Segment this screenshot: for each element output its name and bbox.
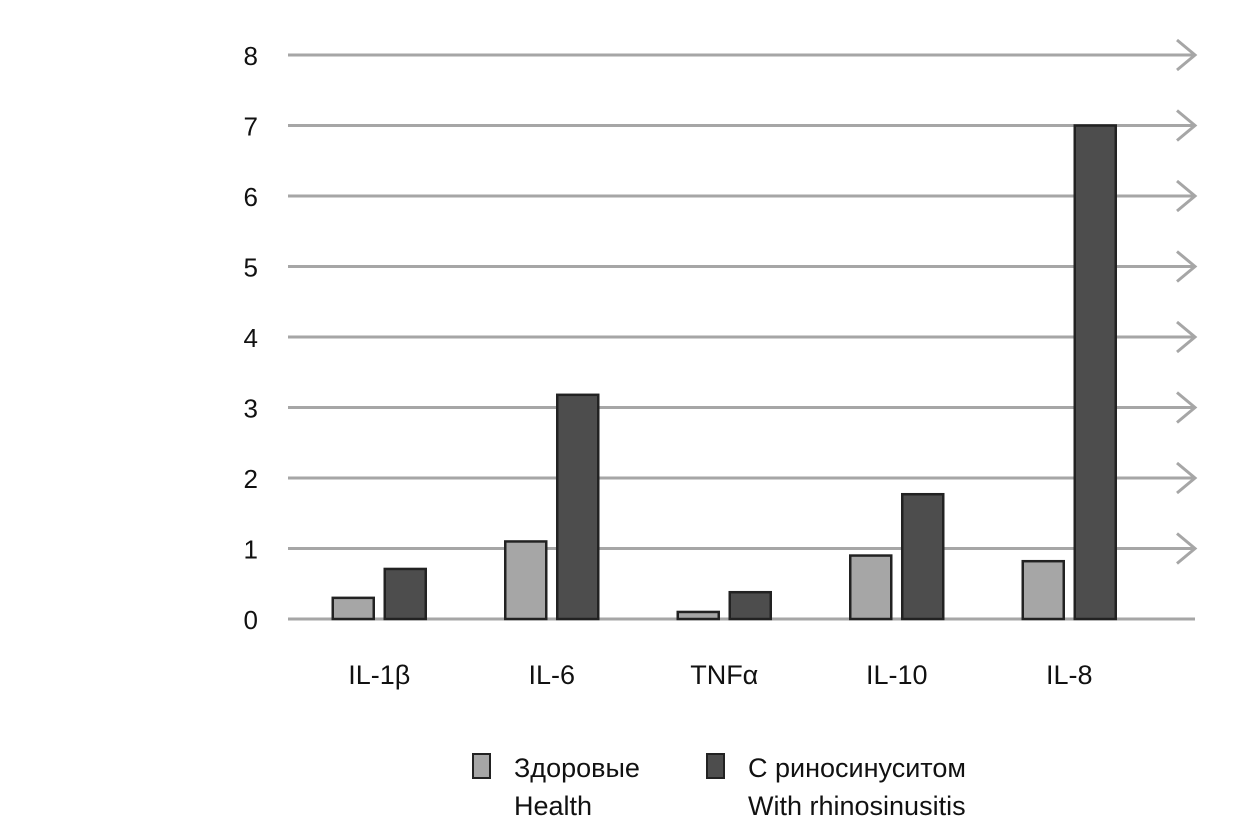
gridline-arrow-icon [1176,179,1198,213]
y-tick-label: 1 [244,535,258,565]
legend-swatch-rhinosinusitis [706,753,725,779]
gridline-arrow-icon [1176,461,1198,495]
bar-rhinosinusitis-4 [1073,124,1117,621]
legend-label-rhinosinusitis-en: With rhinosinusitis [748,791,966,821]
legend-swatch-health [472,753,491,779]
x-category-label: IL-1β [348,660,410,690]
gridline-arrow-icon [1176,109,1198,142]
x-category-label: IL-10 [866,660,928,690]
y-tick-label: 3 [244,394,258,424]
x-category-label: IL-6 [528,660,575,690]
gridline-arrow-icon [1176,320,1198,354]
bar-rhinosinusitis-3 [901,492,945,621]
gridline-arrow-icon [1176,250,1198,283]
gridline-arrow-icon [1176,38,1198,72]
legend: Здоровые Health С риносинуситом With rhi… [472,753,966,821]
y-tick-label: 7 [244,112,258,142]
y-tick-label: 8 [244,41,258,71]
bar-health-0 [331,596,375,621]
y-tick-label: 6 [244,182,258,212]
y-tick-label: 2 [244,464,258,494]
gridline-arrow-icon [1176,391,1198,424]
x-category-label: TNFα [690,660,758,690]
bar-health-1 [504,540,548,621]
bar-health-4 [1021,559,1065,621]
x-category-label: IL-8 [1046,660,1093,690]
legend-label-health-ru: Здоровые [514,753,640,783]
y-tick-label: 0 [244,605,258,635]
bar-health-2 [676,610,720,621]
bar-rhinosinusitis-0 [383,567,427,621]
legend-label-health-en: Health [514,791,592,821]
bar-health-3 [849,554,893,621]
legend-label-rhinosinusitis-ru: С риносинуситом [748,753,966,783]
gridline-arrow-icon [1176,532,1198,565]
y-tick-label: 4 [244,323,258,353]
bar-rhinosinusitis-1 [556,393,600,621]
bar-rhinosinusitis-2 [728,590,772,621]
y-tick-label: 5 [244,253,258,283]
